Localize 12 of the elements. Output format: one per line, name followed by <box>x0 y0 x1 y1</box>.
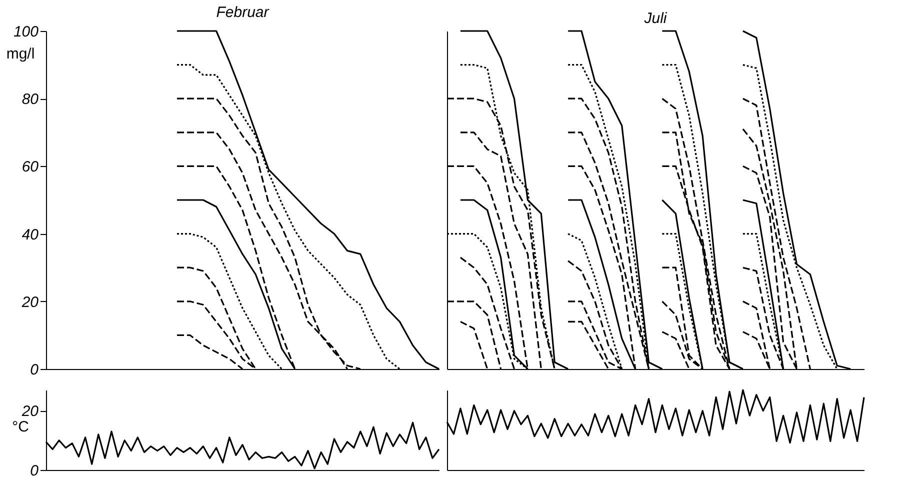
y-tick-label: 0 <box>30 362 40 378</box>
y-tick-label: 60 <box>22 158 40 176</box>
y-tick-label: 40 <box>22 226 40 244</box>
chart-title: Februar <box>216 4 270 21</box>
y-tick-label: 100 <box>13 24 40 40</box>
chart-title: Juli <box>643 10 668 28</box>
y-axis-title: mg/l <box>6 46 35 62</box>
y-tick-label: 20 <box>20 403 40 420</box>
y-tick-label: 20 <box>20 294 40 311</box>
y-tick-label: 0 <box>30 462 40 480</box>
y-tick-label: 80 <box>22 91 40 108</box>
y-axis-title: °C <box>12 418 30 436</box>
